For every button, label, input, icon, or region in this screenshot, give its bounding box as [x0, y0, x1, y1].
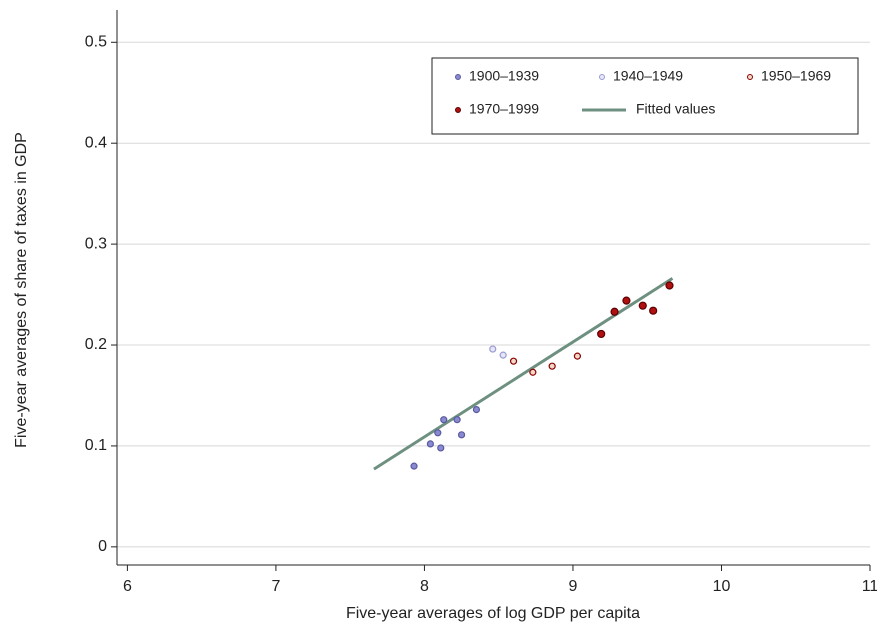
point	[434, 429, 442, 437]
legend-marker	[455, 107, 461, 113]
legend-label: 1900–1939	[469, 68, 539, 84]
x-tick-label: 9	[569, 578, 578, 595]
y-tick-label: 0.4	[85, 134, 107, 151]
y-tick-label: 0.3	[85, 235, 107, 252]
legend-label: Fitted values	[636, 101, 715, 117]
legend-marker	[455, 74, 461, 80]
point	[426, 440, 434, 448]
point	[509, 357, 518, 365]
point	[638, 301, 647, 310]
x-tick-label: 11	[862, 578, 877, 595]
y-axis-label: Five-year averages of share of taxes in …	[13, 132, 30, 448]
point	[649, 306, 658, 315]
legend-label: 1950–1969	[761, 68, 831, 84]
x-tick-label: 8	[420, 578, 429, 595]
legend-label: 1940–1949	[613, 68, 683, 84]
point	[529, 368, 537, 376]
point	[489, 345, 497, 353]
x-axis-label: Five-year averages of log GDP per capita	[346, 605, 640, 622]
y-tick-label: 0	[98, 538, 107, 555]
y-tick-label: 0.2	[85, 336, 107, 353]
point	[472, 406, 481, 414]
point	[610, 307, 619, 316]
point	[437, 444, 445, 452]
point	[457, 431, 466, 439]
point	[499, 351, 507, 359]
point	[597, 329, 606, 339]
point	[440, 416, 448, 424]
x-tick-label: 7	[271, 578, 280, 595]
legend: 1900–1939 1940–1949 1950–1969 1970–1999 Fitt…	[431, 57, 859, 135]
y-tick-label: 0.1	[85, 437, 107, 454]
point	[548, 362, 556, 370]
legend-label: 1970–1999	[469, 101, 539, 117]
point	[622, 296, 631, 305]
x-tick-label: 6	[123, 578, 132, 595]
legend-marker	[599, 74, 605, 80]
y-tick-label: 0.5	[85, 34, 107, 51]
point	[573, 352, 582, 360]
x-tick-label: 10	[713, 578, 731, 595]
point	[453, 416, 461, 424]
legend-marker	[747, 74, 753, 80]
point	[665, 281, 674, 290]
legend-box	[431, 57, 859, 135]
point	[410, 462, 418, 470]
fitted-line	[373, 277, 674, 471]
